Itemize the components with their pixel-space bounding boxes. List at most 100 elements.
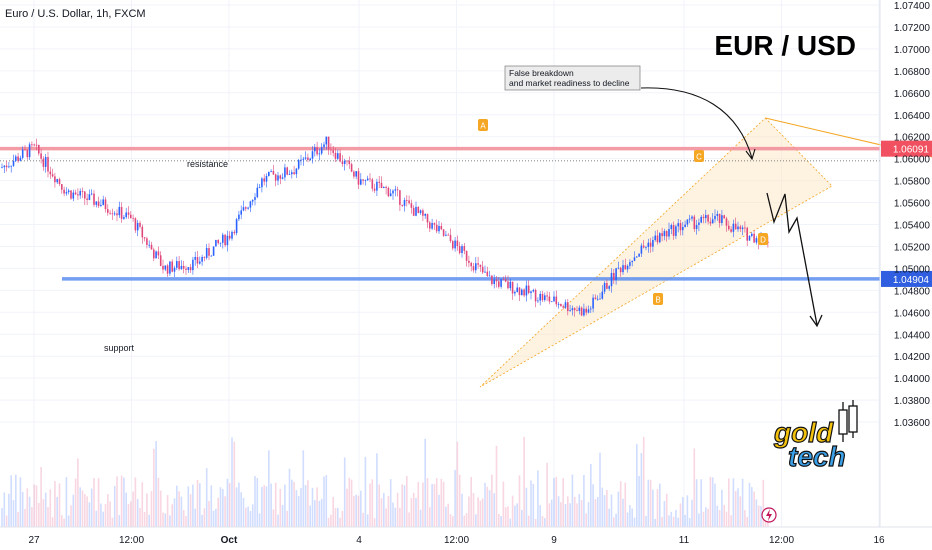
candle[interactable]	[270, 170, 272, 172]
candle[interactable]	[58, 179, 61, 185]
candle[interactable]	[355, 171, 357, 177]
candle[interactable]	[442, 229, 445, 236]
candle[interactable]	[748, 235, 751, 241]
candle[interactable]	[226, 235, 229, 246]
candle[interactable]	[626, 265, 629, 270]
candle[interactable]	[746, 227, 748, 241]
candle[interactable]	[63, 189, 65, 194]
candle[interactable]	[511, 281, 514, 294]
candle[interactable]	[755, 238, 758, 243]
candle[interactable]	[150, 244, 153, 250]
candle[interactable]	[389, 193, 392, 197]
candle[interactable]	[751, 233, 753, 236]
candle[interactable]	[153, 249, 155, 259]
candle[interactable]	[362, 179, 364, 181]
candle[interactable]	[215, 239, 217, 247]
candle[interactable]	[15, 156, 17, 161]
candle[interactable]	[323, 144, 325, 148]
candle[interactable]	[189, 267, 192, 271]
candle[interactable]	[619, 267, 622, 273]
candle[interactable]	[458, 246, 461, 253]
candle[interactable]	[371, 179, 374, 189]
events-bolt-button[interactable]	[761, 507, 777, 523]
candle[interactable]	[491, 275, 493, 285]
candle[interactable]	[682, 226, 684, 231]
candle[interactable]	[17, 156, 19, 161]
candle[interactable]	[424, 213, 426, 216]
candle[interactable]	[493, 279, 495, 285]
candle[interactable]	[49, 171, 52, 175]
candle[interactable]	[396, 189, 399, 191]
candle[interactable]	[93, 193, 95, 205]
candle[interactable]	[693, 216, 696, 229]
candle[interactable]	[440, 225, 443, 230]
candle[interactable]	[415, 206, 417, 216]
candle[interactable]	[406, 199, 408, 201]
candle[interactable]	[245, 207, 247, 209]
candle[interactable]	[40, 153, 42, 159]
candle[interactable]	[741, 227, 744, 230]
candle[interactable]	[732, 223, 735, 232]
candle[interactable]	[576, 310, 578, 311]
candle[interactable]	[217, 239, 219, 244]
candle[interactable]	[672, 225, 675, 236]
candle[interactable]	[734, 223, 737, 230]
candle[interactable]	[753, 233, 755, 243]
candle[interactable]	[700, 216, 702, 223]
candle[interactable]	[479, 264, 482, 267]
candle[interactable]	[394, 189, 397, 191]
candle[interactable]	[118, 206, 121, 216]
candle[interactable]	[44, 157, 47, 167]
candle[interactable]	[132, 217, 134, 219]
candle[interactable]	[348, 160, 351, 165]
candle[interactable]	[426, 213, 429, 223]
candle[interactable]	[268, 171, 270, 177]
candle[interactable]	[718, 213, 721, 224]
candle[interactable]	[219, 242, 222, 244]
candle[interactable]	[5, 165, 8, 168]
candle[interactable]	[346, 160, 348, 162]
candle[interactable]	[47, 157, 49, 172]
candle[interactable]	[514, 291, 516, 294]
candle[interactable]	[366, 178, 369, 181]
candle[interactable]	[608, 286, 610, 289]
candle[interactable]	[585, 308, 587, 313]
candle[interactable]	[369, 178, 371, 180]
candle[interactable]	[527, 285, 530, 294]
candle[interactable]	[481, 266, 484, 273]
candle[interactable]	[716, 213, 719, 216]
candle[interactable]	[477, 263, 479, 265]
candle[interactable]	[254, 197, 256, 200]
candle[interactable]	[148, 244, 150, 246]
candle[interactable]	[555, 296, 558, 305]
candle[interactable]	[162, 265, 164, 270]
candle[interactable]	[102, 199, 104, 205]
candle[interactable]	[495, 279, 498, 282]
candle[interactable]	[610, 272, 613, 287]
candle[interactable]	[104, 199, 107, 210]
candle[interactable]	[532, 289, 535, 292]
candle[interactable]	[562, 306, 564, 308]
candle[interactable]	[231, 231, 233, 239]
candle[interactable]	[242, 207, 245, 211]
candle[interactable]	[187, 267, 190, 270]
candle[interactable]	[539, 293, 541, 301]
candles[interactable]	[1, 136, 769, 317]
candle[interactable]	[500, 279, 502, 287]
candle[interactable]	[622, 265, 624, 273]
candle[interactable]	[553, 296, 555, 302]
candle[interactable]	[530, 291, 532, 294]
candle[interactable]	[383, 186, 385, 189]
candle[interactable]	[698, 222, 700, 225]
candle[interactable]	[656, 235, 659, 243]
candle[interactable]	[249, 201, 252, 208]
candle[interactable]	[54, 176, 56, 183]
candle[interactable]	[56, 179, 58, 183]
candle[interactable]	[422, 210, 424, 216]
candle[interactable]	[334, 152, 337, 159]
candle[interactable]	[8, 166, 10, 168]
candle[interactable]	[550, 301, 553, 303]
candle[interactable]	[281, 177, 284, 179]
candle[interactable]	[652, 240, 654, 247]
candle[interactable]	[311, 151, 314, 159]
